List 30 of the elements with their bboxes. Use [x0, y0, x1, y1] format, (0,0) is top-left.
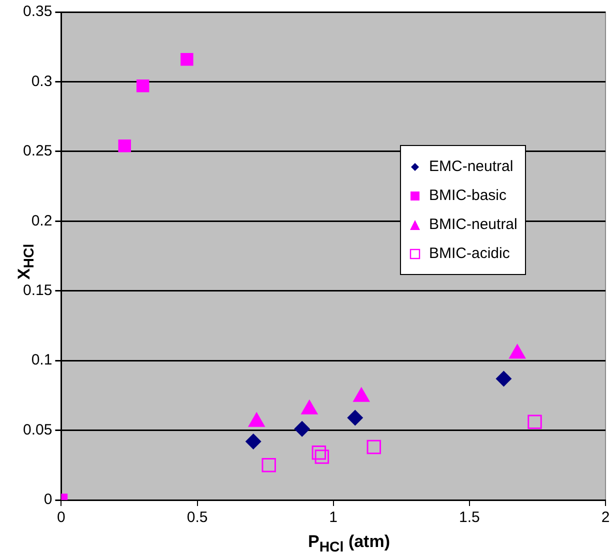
point — [528, 414, 542, 430]
y-tick-label: 0.35 — [22, 3, 52, 20]
point — [294, 420, 310, 437]
point — [118, 139, 131, 152]
y-tick-label: 0.1 — [31, 352, 52, 369]
point — [312, 445, 326, 460]
point — [180, 53, 194, 66]
x-tick-label: 1.5 — [458, 509, 480, 526]
y-tick-label: 0.05 — [22, 421, 52, 438]
legend-label: BMIC-neutral — [429, 216, 518, 233]
point — [136, 80, 150, 92]
point — [245, 433, 262, 450]
legend-label: BMIC-acidic — [429, 245, 510, 262]
y-tick-label: 0.3 — [31, 72, 52, 90]
y-tick-label: 0.15 — [22, 282, 52, 299]
x-tick-label: 1 — [329, 509, 338, 526]
x-tick-label: 0.5 — [186, 509, 208, 526]
y-tick-label: 0.25 — [22, 142, 52, 160]
x-axis-title: P$_{HCl}$ (atm) — [306, 532, 391, 556]
x-tick-label: 0 — [57, 509, 66, 526]
y-tick-label: 0 — [44, 491, 52, 508]
point — [366, 440, 382, 454]
x-tick-label: 2 — [601, 509, 610, 526]
legend-label: BMIC-basic — [429, 187, 507, 204]
point — [262, 458, 276, 472]
legend-label: EMC-neutral — [429, 158, 514, 175]
point — [496, 370, 512, 387]
point — [314, 450, 330, 464]
y-tick-label: 0.2 — [31, 212, 52, 230]
point — [347, 410, 364, 426]
